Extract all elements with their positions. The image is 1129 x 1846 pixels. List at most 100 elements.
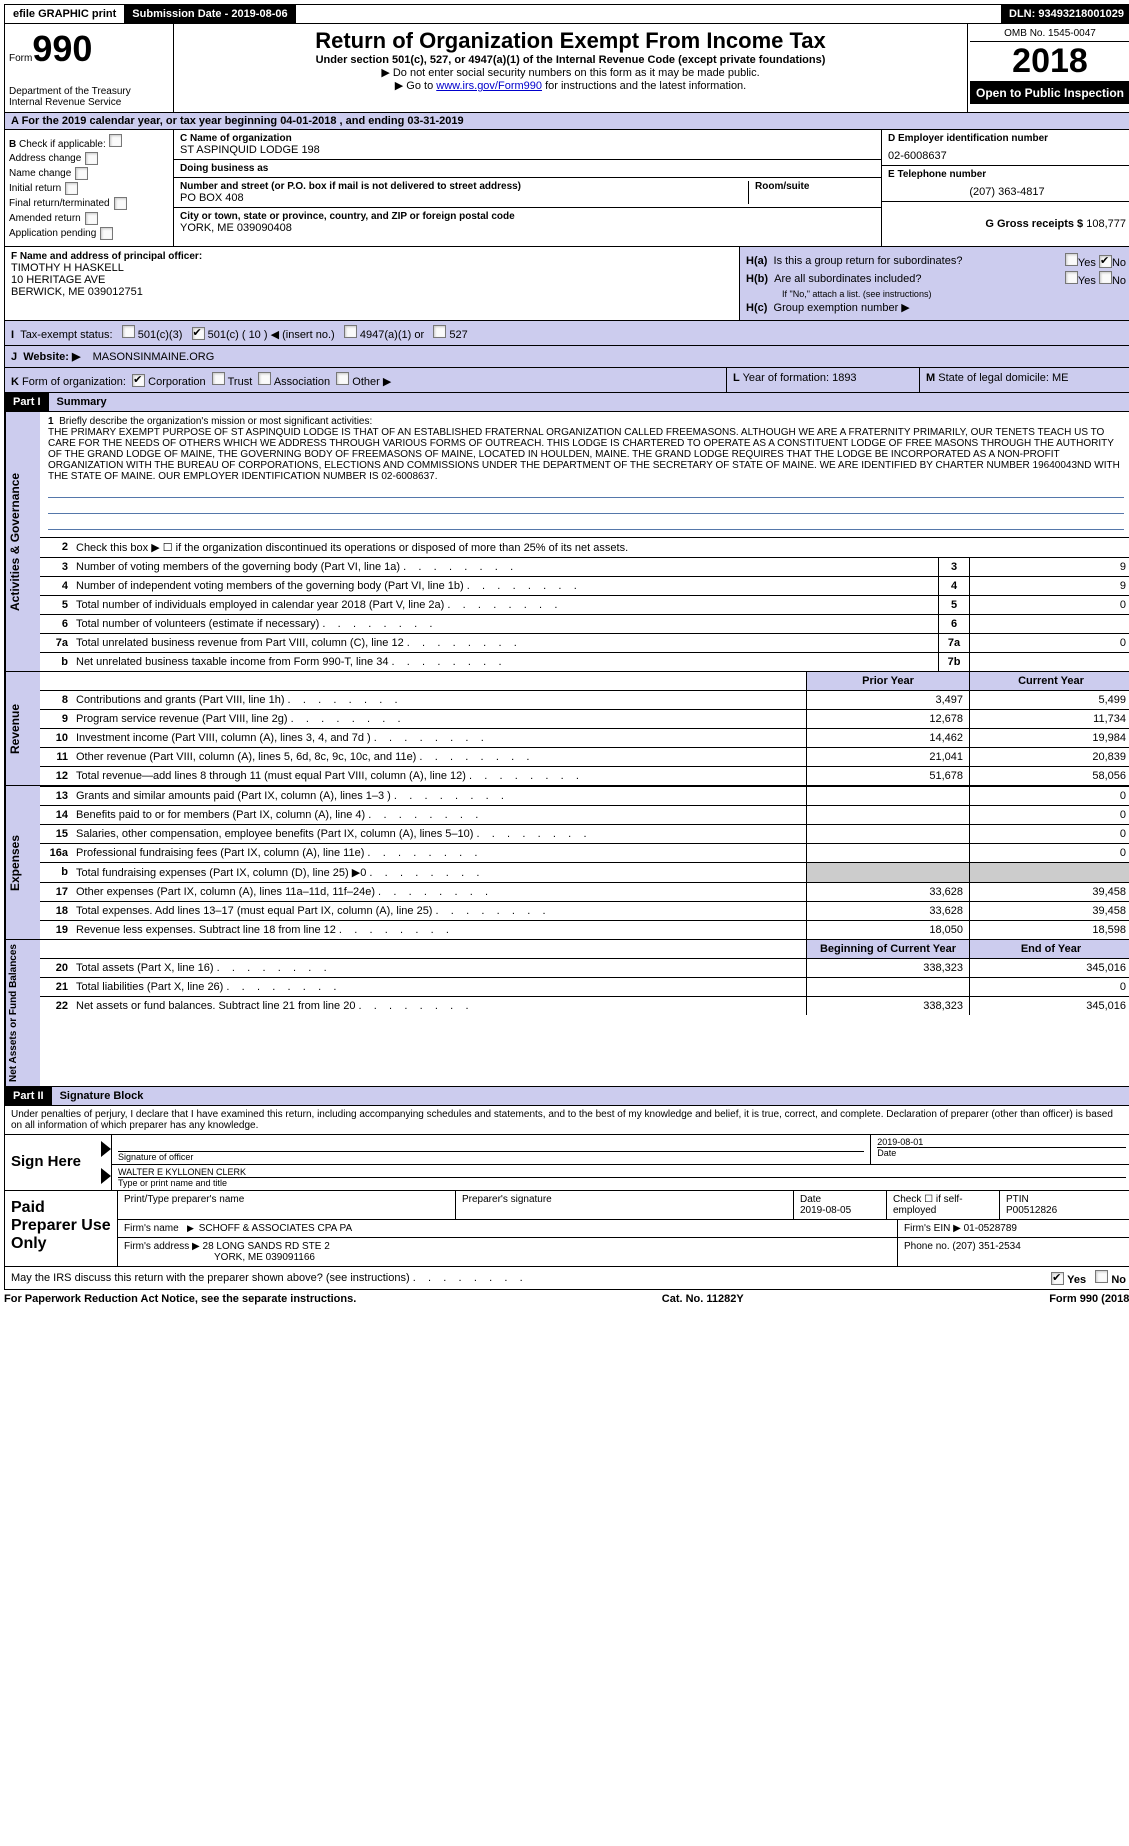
hc-label: H(c) bbox=[746, 302, 767, 314]
label-ein: D Employer identification number bbox=[888, 133, 1126, 144]
sig-date: 2019-08-01 bbox=[877, 1137, 1126, 1147]
section-expenses: Expenses 13Grants and similar amounts pa… bbox=[4, 786, 1129, 940]
dln: DLN: 93493218001029 bbox=[1001, 5, 1129, 23]
check-option: Initial return bbox=[9, 182, 169, 195]
omb-number: OMB No. 1545-0047 bbox=[970, 26, 1129, 42]
gov-line: bNet unrelated business taxable income f… bbox=[40, 652, 1129, 671]
vside-netassets: Net Assets or Fund Balances bbox=[5, 940, 40, 1086]
sign-arrow-icon bbox=[101, 1168, 111, 1184]
row-i-tax-exempt: I Tax-exempt status: 501(c)(3) 501(c) ( … bbox=[4, 321, 1129, 346]
label-f: F Name and address of principal officer: bbox=[11, 251, 733, 262]
hb-label: H(b) bbox=[746, 273, 768, 285]
k-other-checkbox[interactable] bbox=[336, 372, 349, 385]
ha-no-checkbox[interactable] bbox=[1099, 255, 1112, 268]
check-option: Final return/terminated bbox=[9, 197, 169, 210]
501c3-checkbox[interactable] bbox=[122, 325, 135, 338]
summary-line: 9Program service revenue (Part VIII, lin… bbox=[40, 709, 1129, 728]
summary-line: 13Grants and similar amounts paid (Part … bbox=[40, 786, 1129, 805]
section-fh: F Name and address of principal officer:… bbox=[4, 247, 1129, 321]
top-bar: efile GRAPHIC print Submission Date - 20… bbox=[4, 4, 1129, 24]
principal-addr1: 10 HERITAGE AVE bbox=[11, 274, 733, 286]
principal-addr2: BERWICK, ME 039012751 bbox=[11, 286, 733, 298]
preparer-sig-label: Preparer's signature bbox=[456, 1191, 794, 1219]
summary-line: 17Other expenses (Part IX, column (A), l… bbox=[40, 882, 1129, 901]
paperwork-notice: For Paperwork Reduction Act Notice, see … bbox=[4, 1293, 356, 1305]
gov-line: 3Number of voting members of the governi… bbox=[40, 557, 1129, 576]
k-assoc-checkbox[interactable] bbox=[258, 372, 271, 385]
option-checkbox[interactable] bbox=[75, 167, 88, 180]
label-phone: E Telephone number bbox=[888, 169, 1126, 180]
form-subtitle: Under section 501(c), 527, or 4947(a)(1)… bbox=[182, 54, 959, 66]
signature-block: Under penalties of perjury, I declare th… bbox=[4, 1106, 1129, 1191]
org-name: ST ASPINQUID LODGE 198 bbox=[180, 144, 875, 156]
hb-yes-checkbox[interactable] bbox=[1065, 271, 1078, 284]
k-corp-checkbox[interactable] bbox=[132, 374, 145, 387]
501c-checkbox[interactable] bbox=[192, 327, 205, 340]
option-checkbox[interactable] bbox=[85, 152, 98, 165]
row-klm: K Form of organization: Corporation Trus… bbox=[4, 368, 1129, 393]
year-formation: 1893 bbox=[832, 372, 856, 384]
527-checkbox[interactable] bbox=[433, 325, 446, 338]
summary-line: 11Other revenue (Part VIII, column (A), … bbox=[40, 747, 1129, 766]
label-city: City or town, state or province, country… bbox=[180, 211, 875, 222]
summary-line: 20Total assets (Part X, line 16)338,3233… bbox=[40, 958, 1129, 977]
option-checkbox[interactable] bbox=[85, 212, 98, 225]
label-c: C Name of organization bbox=[180, 133, 875, 144]
label-dba: Doing business as bbox=[180, 163, 875, 174]
efile-label: efile GRAPHIC print bbox=[5, 5, 124, 23]
sign-arrow-icon bbox=[101, 1141, 111, 1157]
k-trust-checkbox[interactable] bbox=[212, 372, 225, 385]
self-employed-check[interactable]: Check ☐ if self-employed bbox=[887, 1191, 1000, 1219]
state-domicile: ME bbox=[1052, 372, 1069, 384]
sig-officer-label: Signature of officer bbox=[118, 1151, 864, 1162]
gov-line: 6Total number of volunteers (estimate if… bbox=[40, 614, 1129, 633]
mission-text: THE PRIMARY EXEMPT PURPOSE OF ST ASPINQU… bbox=[48, 427, 1120, 482]
principal-name: TIMOTHY H HASKELL bbox=[11, 262, 733, 274]
name-label: Type or print name and title bbox=[118, 1177, 1126, 1188]
check-option: Name change bbox=[9, 167, 169, 180]
hb-note: If "No," attach a list. (see instruction… bbox=[782, 289, 1126, 299]
discuss-no-checkbox[interactable] bbox=[1095, 1270, 1108, 1283]
declaration: Under penalties of perjury, I declare th… bbox=[5, 1106, 1129, 1134]
firm-ein: 01-0528789 bbox=[964, 1223, 1017, 1234]
form-header: Form990 Department of the Treasury Inter… bbox=[4, 24, 1129, 113]
label-room: Room/suite bbox=[755, 181, 875, 192]
checkbox-applicable[interactable] bbox=[109, 134, 122, 147]
hb-no-checkbox[interactable] bbox=[1099, 271, 1112, 284]
preparer-date: 2019-08-05 bbox=[800, 1205, 851, 1216]
section-bcdeg: B Check if applicable: Address change Na… bbox=[4, 130, 1129, 247]
row-a-tax-year: A For the 2019 calendar year, or tax yea… bbox=[4, 113, 1129, 130]
summary-line: 10Investment income (Part VIII, column (… bbox=[40, 728, 1129, 747]
vside-governance: Activities & Governance bbox=[5, 412, 40, 671]
firm-phone: (207) 351-2534 bbox=[952, 1241, 1020, 1252]
check-option: Address change bbox=[9, 152, 169, 165]
open-inspection: Open to Public Inspection bbox=[970, 82, 1129, 104]
summary-line: 15Salaries, other compensation, employee… bbox=[40, 824, 1129, 843]
summary-line: 14Benefits paid to or for members (Part … bbox=[40, 805, 1129, 824]
summary-line: 18Total expenses. Add lines 13–17 (must … bbox=[40, 901, 1129, 920]
ha-yes-checkbox[interactable] bbox=[1065, 253, 1078, 266]
sign-here-label: Sign Here bbox=[5, 1135, 97, 1190]
check-option: Amended return bbox=[9, 212, 169, 225]
section-revenue: Revenue Prior Year Current Year 8Contrib… bbox=[4, 672, 1129, 786]
option-checkbox[interactable] bbox=[100, 227, 113, 240]
irs-link[interactable]: www.irs.gov/Form990 bbox=[436, 80, 542, 92]
vside-expenses: Expenses bbox=[5, 786, 40, 939]
address-value: PO BOX 408 bbox=[180, 192, 748, 204]
col-end: End of Year bbox=[969, 940, 1129, 958]
form-number: 990 bbox=[32, 28, 92, 69]
col-prior: Prior Year bbox=[806, 672, 969, 690]
label-gross: G Gross receipts $ bbox=[985, 218, 1086, 230]
signer-name: WALTER E KYLLONEN CLERK bbox=[118, 1167, 1126, 1177]
department: Department of the Treasury Internal Reve… bbox=[9, 86, 169, 108]
section-net-assets: Net Assets or Fund Balances Beginning of… bbox=[4, 940, 1129, 1087]
ptin-value: P00512826 bbox=[1006, 1205, 1057, 1216]
option-checkbox[interactable] bbox=[114, 197, 127, 210]
firm-address: 28 LONG SANDS RD STE 2 bbox=[203, 1241, 330, 1252]
col-current: Current Year bbox=[969, 672, 1129, 690]
4947-checkbox[interactable] bbox=[344, 325, 357, 338]
page-footer: For Paperwork Reduction Act Notice, see … bbox=[4, 1290, 1129, 1308]
submission-date: Submission Date - 2019-08-06 bbox=[124, 5, 295, 23]
discuss-yes-checkbox[interactable] bbox=[1051, 1272, 1064, 1285]
option-checkbox[interactable] bbox=[65, 182, 78, 195]
